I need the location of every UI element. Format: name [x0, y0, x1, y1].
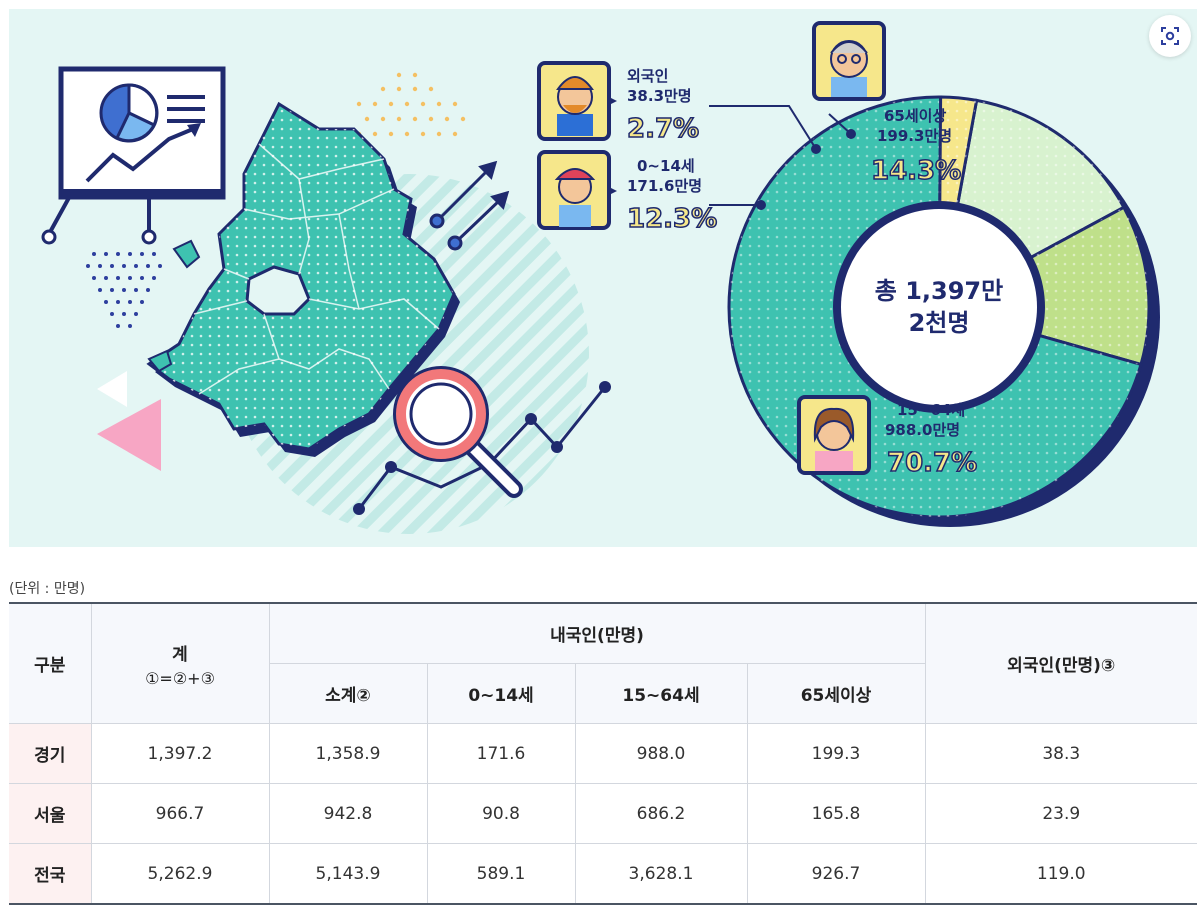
- table-cell: 926.7: [746, 843, 926, 905]
- elderly-avatar-icon: [812, 21, 886, 101]
- unit-note: (단위 : 만명): [9, 581, 86, 597]
- donut-center-label-line2: 2천명: [909, 309, 970, 337]
- table-cell: 3,628.1: [574, 843, 748, 905]
- table-cell: 942.8: [268, 783, 428, 844]
- table-row: 경기 1,397.2 1,358.9 171.6 988.0 199.3 38.…: [9, 723, 1197, 784]
- decor-arrows: [429, 160, 510, 251]
- table-cell: 90.8: [426, 783, 576, 844]
- decor-dots: [86, 72, 466, 328]
- header-category: 구분: [9, 602, 92, 724]
- callout-foreigner: 외국인 38.3만명 2.7%: [537, 61, 700, 145]
- child-avatar-icon: [537, 150, 617, 230]
- decor-triangles: [97, 371, 161, 471]
- table-cell: 589.1: [426, 843, 576, 905]
- table-row: 서울 966.7 942.8 90.8 686.2 165.8 23.9: [9, 783, 1197, 844]
- header-native-subtotal: 소계②: [269, 663, 428, 724]
- foreigner-avatar-icon: [537, 61, 617, 141]
- magnifier-icon: [393, 366, 523, 498]
- scan-icon: [1161, 27, 1179, 45]
- donut-center-label-line1: 총 1,397만: [875, 277, 1003, 305]
- adult-avatar-icon: [797, 395, 871, 475]
- callout-child: 0~14세 171.6만명 12.3%: [537, 150, 718, 235]
- row-label: 전국: [9, 843, 92, 905]
- slice-name: 15~64세: [897, 401, 965, 419]
- header-total-line1: 계: [172, 644, 188, 665]
- table-cell: 5,262.9: [90, 843, 270, 905]
- table-cell: 988.0: [574, 723, 748, 784]
- header-native-group: 내국인(만명): [268, 602, 926, 664]
- callout-connectors: [709, 105, 856, 210]
- population-table: 구분 계 ①=②+③ 내국인(만명) 외국인(만명)③ 소계② 0~14세 15…: [9, 602, 1197, 905]
- callout-elderly: 65세이상 199.3만명 14.3%: [812, 21, 962, 187]
- callout-adult: 15~64세 988.0만명 70.7%: [797, 395, 978, 479]
- header-foreign: 외국인(만명)③: [924, 602, 1197, 724]
- slice-value: 199.3만명: [877, 127, 952, 145]
- table-cell: 1,358.9: [268, 723, 428, 784]
- table-cell: 1,397.2: [90, 723, 270, 784]
- table-cell: 171.6: [426, 723, 576, 784]
- slice-name: 외국인: [627, 67, 668, 85]
- slice-percent: 12.3%: [627, 204, 717, 234]
- table-cell: 5,143.9: [268, 843, 428, 905]
- header-age-65-plus: 65세이상: [746, 663, 925, 724]
- presentation-board-icon: [41, 66, 226, 245]
- table-cell: 165.8: [746, 783, 926, 844]
- header-total-line2: ①=②+③: [145, 668, 215, 688]
- slice-name: 65세이상: [884, 107, 946, 125]
- table-cell: 686.2: [574, 783, 748, 844]
- row-label: 경기: [9, 723, 92, 784]
- table-cell: 119.0: [924, 843, 1197, 905]
- row-label: 서울: [9, 783, 92, 844]
- table-cell: 38.3: [924, 723, 1197, 784]
- slice-name: 0~14세: [637, 157, 695, 175]
- table-row: 전국 5,262.9 5,143.9 589.1 3,628.1 926.7 1…: [9, 843, 1197, 905]
- header-age-0-14: 0~14세: [426, 663, 576, 724]
- gyeonggi-map-illustration: [146, 101, 460, 457]
- header-age-15-64: 15~64세: [574, 663, 748, 724]
- slice-value: 171.6만명: [627, 177, 702, 195]
- infographic-panel: 총 1,397만 2천명 외국인 38.3만명 2.7%: [9, 9, 1197, 547]
- slice-percent: 70.7%: [887, 448, 977, 478]
- table-cell: 199.3: [746, 723, 926, 784]
- slice-percent: 14.3%: [871, 156, 961, 186]
- slice-value: 988.0만명: [885, 421, 960, 439]
- table-cell: 23.9: [924, 783, 1197, 844]
- header-total: 계 ①=②+③: [90, 602, 270, 724]
- scan-button[interactable]: [1149, 15, 1191, 57]
- table-cell: 966.7: [90, 783, 270, 844]
- slice-percent: 2.7%: [627, 114, 699, 144]
- donut-slice-texture: [1027, 207, 1149, 365]
- donut-slice-texture: [939, 97, 977, 209]
- slice-value: 38.3만명: [627, 87, 692, 105]
